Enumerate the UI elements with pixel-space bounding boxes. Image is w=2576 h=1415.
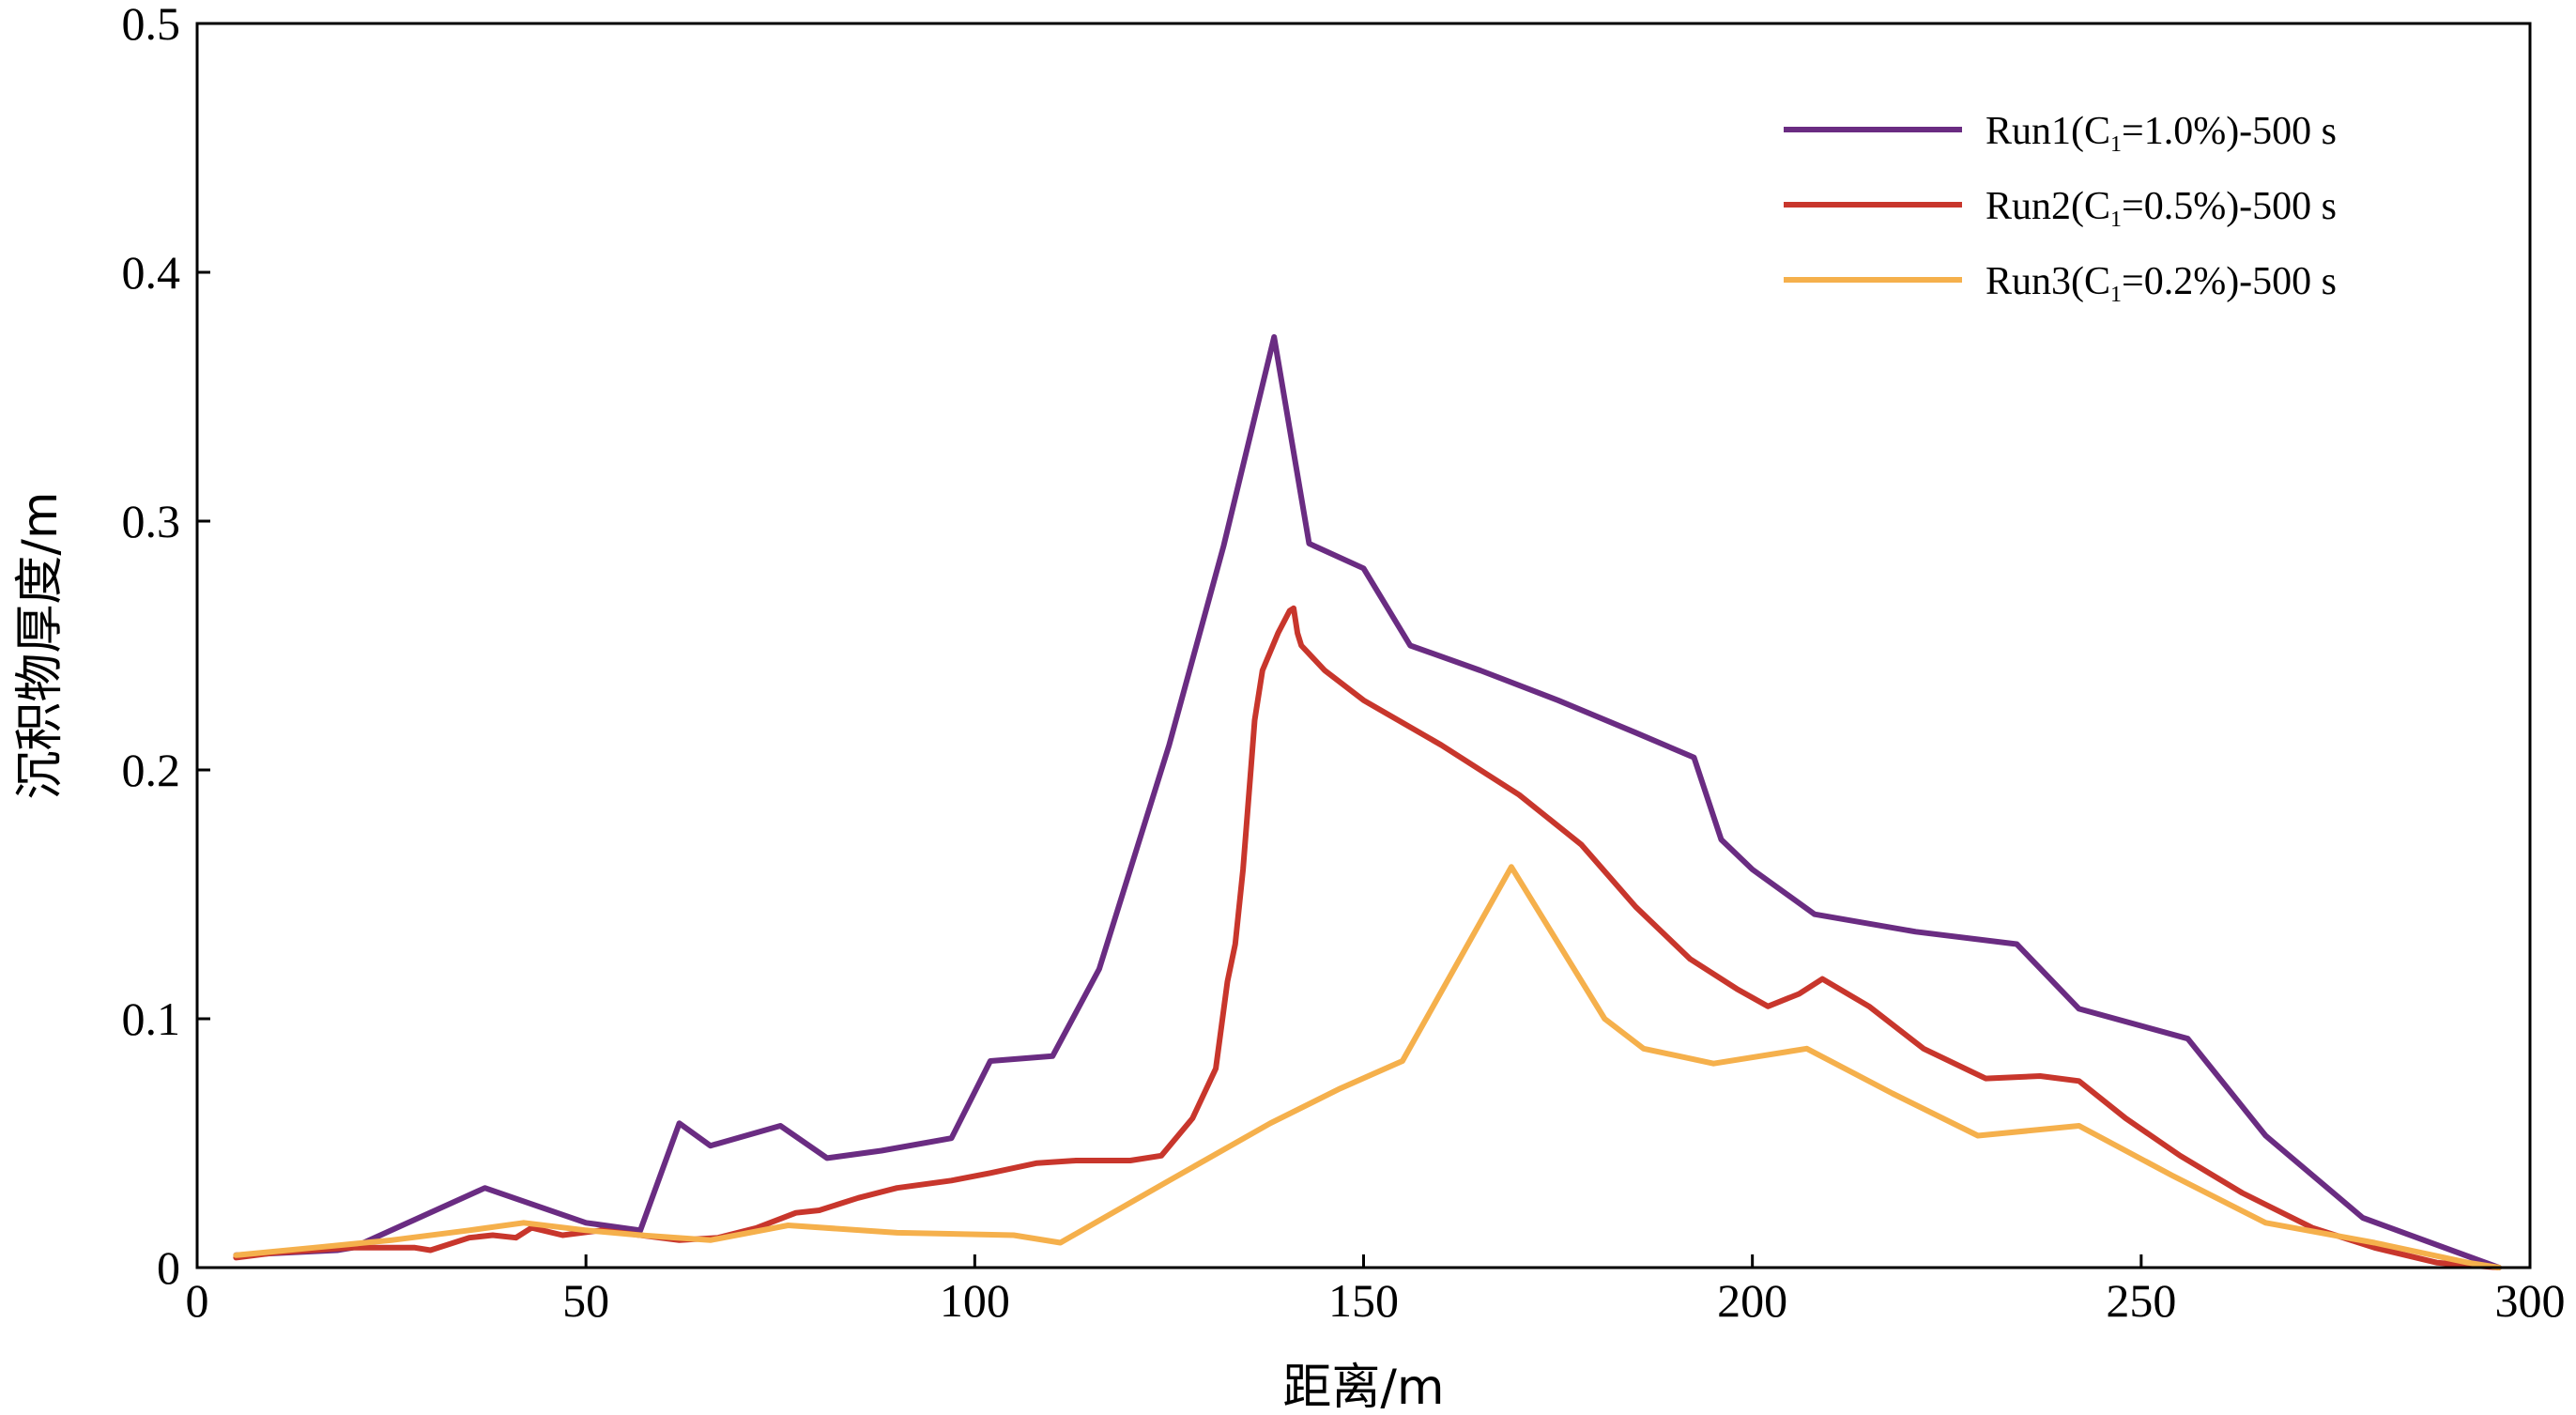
x-tick-label: 250 [2106, 1274, 2176, 1327]
legend-label-run3: Run3(C1=0.2%)-500 s [1986, 260, 2337, 307]
x-tick-label: 0 [186, 1274, 209, 1327]
legend-label-run1: Run1(C1=1.0%)-500 s [1986, 110, 2337, 157]
series-line-run3 [233, 864, 2502, 1270]
series-lines [233, 333, 2502, 1270]
y-tick-label: 0.1 [122, 992, 181, 1045]
y-tick-label: 0.5 [122, 0, 181, 50]
y-tick-label: 0.3 [122, 495, 181, 547]
legend: Run1(C1=1.0%)-500 s Run2(C1=0.5%)-500 s Ru… [1784, 110, 2337, 307]
x-tick-label: 50 [562, 1274, 609, 1327]
series-line-run1 [233, 333, 2502, 1270]
y-tick-label: 0 [157, 1241, 180, 1294]
y-tick-label: 0.4 [122, 246, 181, 299]
x-tick-label: 100 [940, 1274, 1010, 1327]
x-tick-label: 200 [1717, 1274, 1787, 1327]
legend-label-run2: Run2(C1=0.5%)-500 s [1986, 185, 2337, 232]
x-tick-label: 150 [1328, 1274, 1399, 1327]
axis-ticks: 0 50 100 150 200 250 300 0 0.1 0.2 0.3 0.4 0.5 [122, 0, 2566, 1327]
x-axis-title: 距离/m [1282, 1360, 1444, 1415]
y-tick-label: 0.2 [122, 744, 181, 796]
x-tick-label: 300 [2495, 1274, 2566, 1327]
y-axis-title: 沉积物厚度/m [12, 491, 69, 799]
